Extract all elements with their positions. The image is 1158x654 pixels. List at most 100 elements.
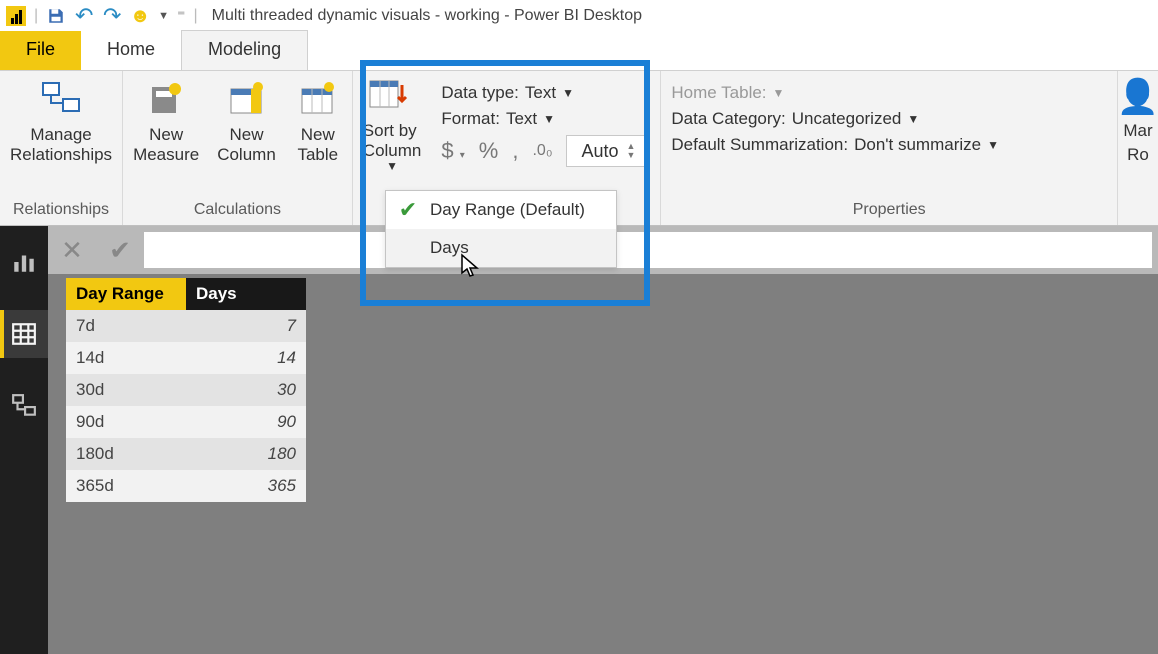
default-summarization-label: Default Summarization:: [671, 135, 848, 155]
tab-home[interactable]: Home: [81, 31, 181, 70]
formula-commit-button[interactable]: ✔: [96, 226, 144, 274]
cell: 365d: [66, 470, 186, 502]
roles-label-partial: Ro: [1127, 145, 1149, 165]
window-title: Multi threaded dynamic visuals - working…: [212, 7, 642, 25]
data-view-button[interactable]: [0, 310, 48, 358]
chevron-down-icon: ▼: [907, 112, 919, 126]
undo-button[interactable]: ↶: [74, 6, 94, 26]
cell: 365: [186, 470, 306, 502]
sort-icon: [368, 77, 416, 121]
chevron-down-icon: ▼: [386, 160, 398, 174]
data-category-value: Uncategorized: [792, 109, 902, 129]
sort-by-column-label: Sort by Column: [363, 121, 422, 160]
format-label: Format:: [441, 109, 500, 129]
column-header-days[interactable]: Days: [186, 278, 306, 310]
measure-icon: [142, 77, 190, 121]
cell: 14: [186, 342, 306, 374]
percent-format-button[interactable]: %: [479, 140, 499, 162]
cell: 90d: [66, 406, 186, 438]
currency-format-button[interactable]: $ ▾: [441, 140, 464, 162]
table-body: 7d7 14d14 30d30 90d90 180d180 365d365: [66, 310, 306, 502]
cell: 30: [186, 374, 306, 406]
decimal-places-auto[interactable]: Auto ▲▼: [566, 135, 650, 167]
table-row[interactable]: 365d365: [66, 470, 306, 502]
user-icon: 👤: [1117, 77, 1158, 117]
tab-modeling[interactable]: Modeling: [181, 30, 308, 70]
feedback-caret-icon[interactable]: ▼: [158, 10, 169, 22]
mouse-cursor-icon: [460, 253, 480, 284]
new-table-label: New Table: [297, 125, 338, 164]
cell: 180d: [66, 438, 186, 470]
cell: 7d: [66, 310, 186, 342]
redo-button[interactable]: ↷: [102, 6, 122, 26]
data-type-value: Text: [525, 83, 556, 103]
group-properties: Home Table: ▼ Data Category: Uncategoriz…: [660, 71, 1118, 225]
new-column-button[interactable]: New Column: [217, 77, 276, 164]
table-row[interactable]: 7d7: [66, 310, 306, 342]
sort-option-label: Day Range (Default): [430, 200, 585, 220]
model-view-button[interactable]: [0, 382, 48, 430]
sort-by-column-button[interactable]: Sort by Column ▼: [363, 77, 422, 174]
manage-relationships-label: Manage Relationships: [10, 125, 112, 164]
manage-relationships-button[interactable]: Manage Relationships: [10, 77, 112, 164]
cell: 7: [186, 310, 306, 342]
group-label-calculations: Calculations: [194, 201, 281, 223]
qat-customize-icon[interactable]: ⁼: [177, 6, 185, 26]
table-row[interactable]: 14d14: [66, 342, 306, 374]
group-security-partial: 👤 Mar Ro: [1118, 71, 1158, 225]
ribbon-tabs: File Home Modeling: [0, 32, 1158, 70]
sort-option-days[interactable]: Days: [386, 229, 616, 267]
app-logo-icon: [6, 6, 26, 26]
relationships-icon: [37, 77, 85, 121]
manage-roles-label-partial: Mar: [1123, 121, 1152, 141]
table-row[interactable]: 30d30: [66, 374, 306, 406]
chevron-down-icon: ▼: [562, 86, 574, 100]
formula-input[interactable]: [144, 232, 1152, 268]
spinner-icon[interactable]: ▲▼: [626, 142, 635, 160]
save-button[interactable]: [46, 6, 66, 26]
thousands-separator-button[interactable]: ,: [512, 140, 518, 162]
table-row[interactable]: 180d180: [66, 438, 306, 470]
decimal-format-button[interactable]: .0₀: [532, 143, 552, 159]
sort-by-column-menu: ✔ Day Range (Default) Days: [385, 190, 617, 268]
home-table-label: Home Table:: [671, 83, 766, 103]
table-icon: [294, 77, 342, 121]
divider-icon: |: [34, 7, 38, 25]
report-view-button[interactable]: [0, 238, 48, 286]
table-row[interactable]: 90d90: [66, 406, 306, 438]
cell: 30d: [66, 374, 186, 406]
cell: 90: [186, 406, 306, 438]
chevron-down-icon: ▼: [543, 112, 555, 126]
cell: 14d: [66, 342, 186, 374]
sort-option-day-range[interactable]: ✔ Day Range (Default): [386, 191, 616, 229]
chevron-down-icon: ▼: [987, 138, 999, 152]
data-category-label: Data Category:: [671, 109, 785, 129]
chevron-down-icon: ▼: [773, 86, 785, 100]
home-table-dropdown[interactable]: Home Table: ▼: [671, 83, 1107, 103]
data-preview-table: Day Range Days 7d7 14d14 30d30 90d90 180…: [66, 278, 306, 502]
default-summarization-value: Don't summarize: [854, 135, 981, 155]
group-relationships: Manage Relationships Relationships: [0, 71, 123, 225]
divider-icon: |: [194, 7, 198, 25]
title-bar: | ↶ ↷ ☻ ▼ ⁼ | Multi threaded dynamic vis…: [0, 0, 1158, 32]
auto-label: Auto: [581, 142, 618, 160]
cell: 180: [186, 438, 306, 470]
data-type-label: Data type:: [441, 83, 519, 103]
tab-file[interactable]: File: [0, 31, 81, 70]
new-measure-button[interactable]: New Measure: [133, 77, 199, 164]
format-dropdown[interactable]: Format: Text ▼: [441, 109, 650, 129]
new-measure-label: New Measure: [133, 125, 199, 164]
formula-cancel-button[interactable]: ✕: [48, 226, 96, 274]
check-icon: ✔: [386, 197, 430, 223]
group-label-properties: Properties: [853, 201, 926, 223]
data-type-dropdown[interactable]: Data type: Text ▼: [441, 83, 650, 103]
feedback-smiley-icon[interactable]: ☻: [130, 6, 150, 26]
column-header-day-range[interactable]: Day Range: [66, 278, 186, 310]
group-label-relationships: Relationships: [13, 201, 109, 223]
column-icon: [223, 77, 271, 121]
default-summarization-dropdown[interactable]: Default Summarization: Don't summarize ▼: [671, 135, 1107, 155]
new-table-button[interactable]: New Table: [294, 77, 342, 164]
data-category-dropdown[interactable]: Data Category: Uncategorized ▼: [671, 109, 1107, 129]
format-value: Text: [506, 109, 537, 129]
view-nav-rail: [0, 226, 48, 654]
